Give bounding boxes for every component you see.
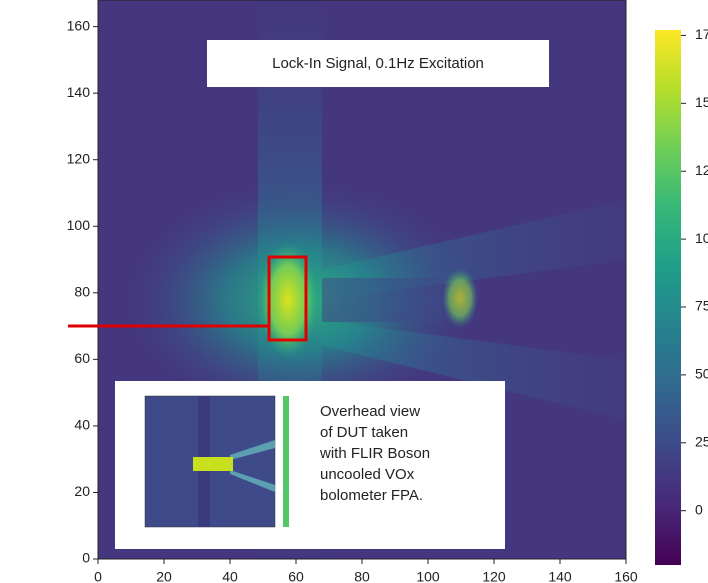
title-box: [207, 40, 549, 87]
y-tick-label: 120: [67, 150, 91, 166]
highlight-box: [267, 255, 308, 342]
inset: Overhead view of DUT taken with FLIR Boson…: [115, 381, 505, 549]
colorbar-tick-label: 75: [695, 298, 708, 314]
colorbar-tick-label: 175: [695, 26, 708, 42]
x-tick-label: 40: [222, 569, 238, 583]
y-tick-label: 0: [82, 550, 90, 566]
colorbar-tick-label: 25: [695, 433, 708, 449]
x-tick-label: 120: [482, 569, 506, 583]
y-tick-label: 160: [67, 17, 91, 33]
inset-wedge: [230, 440, 275, 460]
x-tick-label: 20: [156, 569, 172, 583]
colorbar-tick-label: 150: [695, 94, 708, 110]
y-tick-label: 20: [74, 483, 90, 499]
caption-line: of DUT taken: [320, 424, 408, 441]
y-tick-label: 60: [74, 350, 90, 366]
y-tick-label: 140: [67, 84, 91, 100]
caption-line: Overhead view: [320, 403, 420, 420]
x-tick-label: 140: [548, 569, 572, 583]
caption-line: uncooled VOx: [320, 466, 415, 483]
x-tick-label: 0: [94, 569, 102, 583]
colorbar-tick-label: 125: [695, 162, 708, 178]
y-tick-label: 40: [74, 417, 90, 433]
inset-wedge: [230, 470, 275, 492]
inset-hotspot: [193, 457, 233, 471]
inset-colorbar: [283, 396, 289, 527]
colorbar: [655, 30, 681, 565]
caption-line: with FLIR Boson: [319, 445, 430, 462]
colorbar-tick-label: 50: [695, 366, 708, 382]
caption-line: bolometer FPA.: [320, 487, 423, 504]
y-tick-label: 100: [67, 217, 91, 233]
x-tick-label: 80: [354, 569, 370, 583]
y-tick-label: 80: [74, 284, 90, 300]
x-tick-label: 60: [288, 569, 304, 583]
x-tick-label: 100: [416, 569, 440, 583]
colorbar-tick-label: 100: [695, 230, 708, 246]
x-tick-label: 160: [614, 569, 638, 583]
inset-caption: Overhead view of DUT taken with FLIR Boson…: [319, 403, 430, 504]
colorbar-tick-label: 0: [695, 501, 703, 517]
chart-title: Lock-In Signal, 0.1Hz Excitation: [272, 55, 484, 72]
